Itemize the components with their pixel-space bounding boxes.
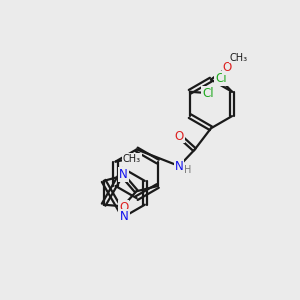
- Text: Cl: Cl: [202, 87, 214, 100]
- Text: CH₃: CH₃: [123, 154, 141, 164]
- Text: N: N: [119, 168, 128, 181]
- Text: Cl: Cl: [215, 72, 226, 85]
- Text: H: H: [184, 165, 191, 175]
- Text: N: N: [120, 210, 129, 223]
- Text: O: O: [175, 130, 184, 142]
- Text: O: O: [223, 61, 232, 74]
- Text: O: O: [119, 201, 128, 214]
- Text: N: N: [175, 160, 184, 172]
- Text: CH₃: CH₃: [230, 52, 247, 63]
